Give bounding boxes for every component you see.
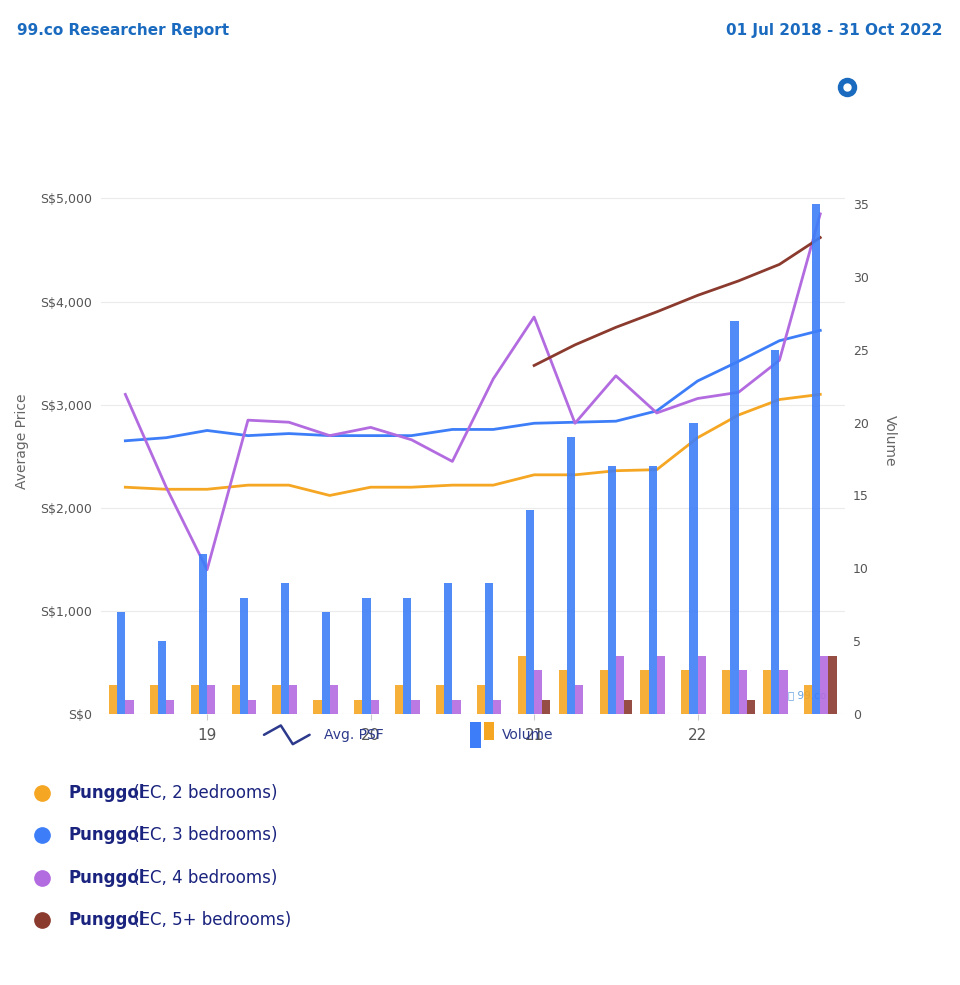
Text: ⌖ 99.co: ⌖ 99.co — [788, 690, 827, 700]
Bar — [240, 598, 248, 714]
Bar — [682, 671, 689, 714]
Bar — [747, 699, 755, 714]
Bar — [403, 598, 412, 714]
Bar — [657, 656, 665, 714]
Text: Punggol: Punggol — [68, 826, 145, 844]
Bar — [191, 685, 199, 714]
Text: 01 Jul 2018 - 31 Oct 2022: 01 Jul 2018 - 31 Oct 2022 — [726, 23, 943, 38]
Bar — [354, 699, 363, 714]
Text: (EC, 4 bedrooms): (EC, 4 bedrooms) — [128, 869, 277, 886]
Bar — [396, 685, 403, 714]
Bar — [329, 685, 338, 714]
Bar — [470, 722, 481, 748]
Bar — [771, 350, 780, 714]
Bar — [273, 685, 280, 714]
Text: Volume: Volume — [501, 728, 553, 742]
Text: (EC, 3 bedrooms): (EC, 3 bedrooms) — [128, 826, 277, 844]
Bar — [608, 466, 616, 714]
Bar — [640, 671, 649, 714]
Text: Punggol: Punggol — [68, 869, 145, 886]
Bar — [363, 598, 371, 714]
Bar — [126, 699, 133, 714]
Bar — [248, 699, 256, 714]
Bar — [517, 656, 526, 714]
Bar — [313, 699, 322, 714]
Bar — [812, 204, 820, 714]
Bar — [738, 671, 747, 714]
Bar — [828, 656, 836, 714]
Bar — [689, 423, 698, 714]
Bar — [763, 671, 771, 714]
Bar — [477, 685, 485, 714]
Bar — [109, 685, 117, 714]
Bar — [150, 685, 158, 714]
Bar — [722, 671, 731, 714]
Bar — [804, 685, 812, 714]
Bar — [452, 699, 461, 714]
Y-axis label: Volume: Volume — [883, 415, 897, 467]
Bar — [322, 612, 329, 714]
Bar — [820, 656, 828, 714]
Bar — [559, 671, 566, 714]
Text: Avg. PSF: Avg. PSF — [324, 728, 384, 742]
Y-axis label: Average Price: Average Price — [15, 393, 30, 489]
Bar — [158, 641, 166, 714]
Bar — [534, 671, 542, 714]
Bar — [780, 671, 787, 714]
Bar — [485, 583, 493, 714]
Bar — [436, 685, 444, 714]
Text: (EC, 2 bedrooms): (EC, 2 bedrooms) — [128, 784, 277, 802]
Bar — [493, 699, 501, 714]
Bar — [731, 320, 738, 714]
Bar — [484, 722, 494, 741]
Bar — [199, 554, 207, 714]
Bar — [280, 583, 289, 714]
Bar — [289, 685, 297, 714]
Text: Punggol: Punggol — [68, 911, 145, 929]
Bar — [566, 437, 575, 714]
Bar — [649, 466, 657, 714]
Bar — [542, 699, 550, 714]
Bar — [575, 685, 583, 714]
Bar — [117, 612, 126, 714]
Bar — [616, 656, 624, 714]
Bar — [207, 685, 215, 714]
Bar — [231, 685, 240, 714]
Bar — [600, 671, 608, 714]
Text: Punggol: Punggol — [68, 784, 145, 802]
Bar — [444, 583, 452, 714]
Bar — [412, 699, 420, 714]
Bar — [371, 699, 379, 714]
Text: (EC, 5+ bedrooms): (EC, 5+ bedrooms) — [128, 911, 291, 929]
Bar — [698, 656, 706, 714]
Bar — [624, 699, 633, 714]
Bar — [166, 699, 175, 714]
Text: 99.co Researcher Report: 99.co Researcher Report — [17, 23, 229, 38]
Bar — [526, 510, 534, 714]
